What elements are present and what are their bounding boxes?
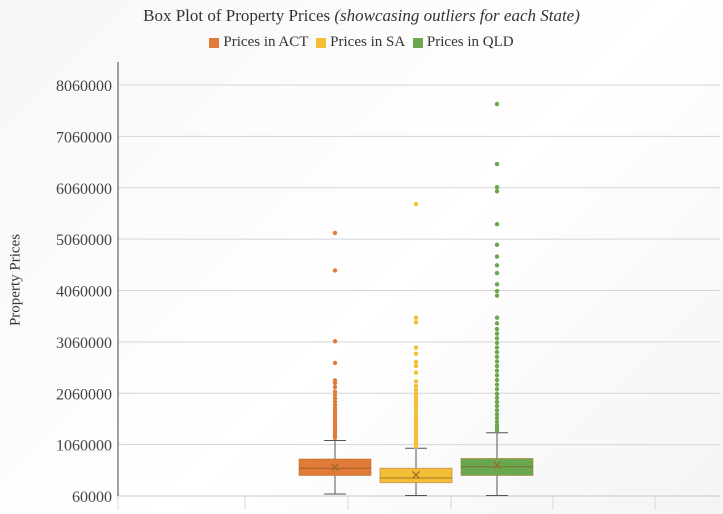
y-tick-label: 1060000 [56, 438, 112, 455]
legend-item-act[interactable]: Prices in ACT [209, 34, 308, 51]
mean-marker-sa [412, 471, 420, 479]
mean-marker-act [331, 463, 339, 472]
outlier-point-act [332, 399, 338, 405]
outlier-point-act [332, 268, 338, 273]
legend-swatch-sa [316, 37, 327, 48]
chart-legend: Prices in ACT Prices in SA Prices in QLD [0, 34, 723, 53]
y-tick-label: 3060000 [56, 335, 112, 352]
outlier-point-sa [413, 405, 419, 410]
outlier-point-qld [494, 415, 500, 421]
outlier-point-qld [494, 293, 500, 298]
outlier-point-act [332, 402, 338, 408]
outlier-point-qld [494, 288, 500, 294]
outlier-point-qld [494, 321, 500, 326]
chart-title: Box Plot of Property Prices [143, 6, 331, 25]
outlier-point-sa [413, 359, 419, 365]
legend-label-qld: Prices in QLD [426, 34, 514, 50]
y-tick-label: 7060000 [56, 129, 112, 146]
outlier-point-qld [494, 263, 500, 268]
outlier-point-sa [413, 387, 419, 392]
mean-marker-qld [493, 461, 501, 470]
outlier-point-sa [413, 379, 419, 384]
legend-swatch-act [209, 37, 220, 48]
outlier-point-act [332, 230, 338, 236]
outlier-point-sa [413, 383, 419, 389]
outlier-point-qld [494, 242, 500, 247]
outlier-point-sa [413, 315, 419, 320]
outlier-point-sa [413, 320, 419, 325]
outlier-point-sa [413, 399, 419, 404]
outlier-point-qld [494, 161, 500, 167]
outlier-point-sa [413, 363, 419, 369]
outlier-point-qld [494, 399, 500, 405]
outlier-point-sa [413, 411, 419, 416]
outlier-point-sa [413, 351, 419, 356]
outlier-point-act [332, 384, 338, 390]
y-tick-label: 2060000 [56, 386, 112, 403]
outlier-point-qld [494, 419, 500, 424]
outlier-point-act [332, 396, 338, 401]
outlier-point-qld [494, 422, 500, 428]
y-tick-label: 4060000 [56, 284, 112, 301]
outlier-point-qld [494, 349, 500, 355]
legend-item-qld[interactable]: Prices in QLD [412, 34, 514, 51]
outlier-point-act [332, 435, 338, 441]
outlier-point-qld [494, 391, 500, 396]
outlier-point-qld [494, 270, 500, 276]
outlier-point-sa [413, 370, 419, 375]
outlier-point-qld [494, 403, 500, 409]
outlier-point-act [332, 339, 338, 344]
outlier-point-qld [494, 185, 500, 190]
outlier-point-qld [494, 408, 500, 413]
outlier-point-act [332, 360, 338, 366]
outlier-point-qld [494, 345, 500, 350]
outlier-point-qld [494, 331, 500, 336]
outlier-point-act [332, 393, 338, 398]
outlier-point-qld [494, 101, 500, 107]
y-tick-label: 60000 [72, 489, 112, 506]
outlier-point-sa [413, 345, 419, 350]
outlier-point-qld [494, 326, 500, 332]
outlier-point-qld [494, 377, 500, 383]
outlier-point-qld [494, 282, 500, 287]
outlier-point-qld [494, 254, 500, 259]
outlier-point-qld [494, 222, 500, 227]
outlier-point-qld [494, 315, 500, 320]
chart-subtitle: (showcasing outliers for each State) [334, 6, 580, 25]
y-tick-label: 6060000 [56, 181, 112, 198]
outlier-point-qld [494, 189, 500, 194]
legend-item-sa[interactable]: Prices in SA [316, 34, 405, 51]
outlier-point-sa [413, 408, 419, 413]
outlier-point-sa [413, 444, 419, 449]
outlier-point-sa [413, 396, 419, 401]
outlier-point-act [332, 405, 338, 411]
outlier-point-act [332, 389, 338, 394]
legend-swatch-qld [412, 37, 423, 48]
outlier-point-qld [494, 336, 500, 341]
y-tick-label: 8060000 [56, 78, 112, 95]
outlier-point-qld [494, 340, 500, 346]
outlier-point-qld [494, 359, 500, 364]
outlier-point-qld [494, 368, 500, 373]
outlier-point-qld [494, 412, 500, 417]
outlier-point-sa [413, 402, 419, 407]
outlier-point-qld [494, 428, 500, 433]
outlier-point-act [332, 380, 338, 386]
outlier-point-qld [494, 373, 500, 378]
outlier-point-qld [494, 382, 500, 387]
legend-label-act: Prices in ACT [223, 34, 309, 50]
chart-title-line: Box Plot of Property Prices (showcasing … [0, 6, 723, 26]
outlier-point-qld [494, 395, 500, 401]
legend-label-sa: Prices in SA [330, 34, 406, 50]
outlier-point-sa [413, 393, 419, 398]
y-tick-label: 5060000 [56, 232, 112, 249]
outlier-point-qld [494, 363, 500, 369]
outlier-point-sa [413, 201, 419, 207]
outlier-point-qld [494, 354, 500, 359]
outlier-point-qld [494, 386, 500, 392]
